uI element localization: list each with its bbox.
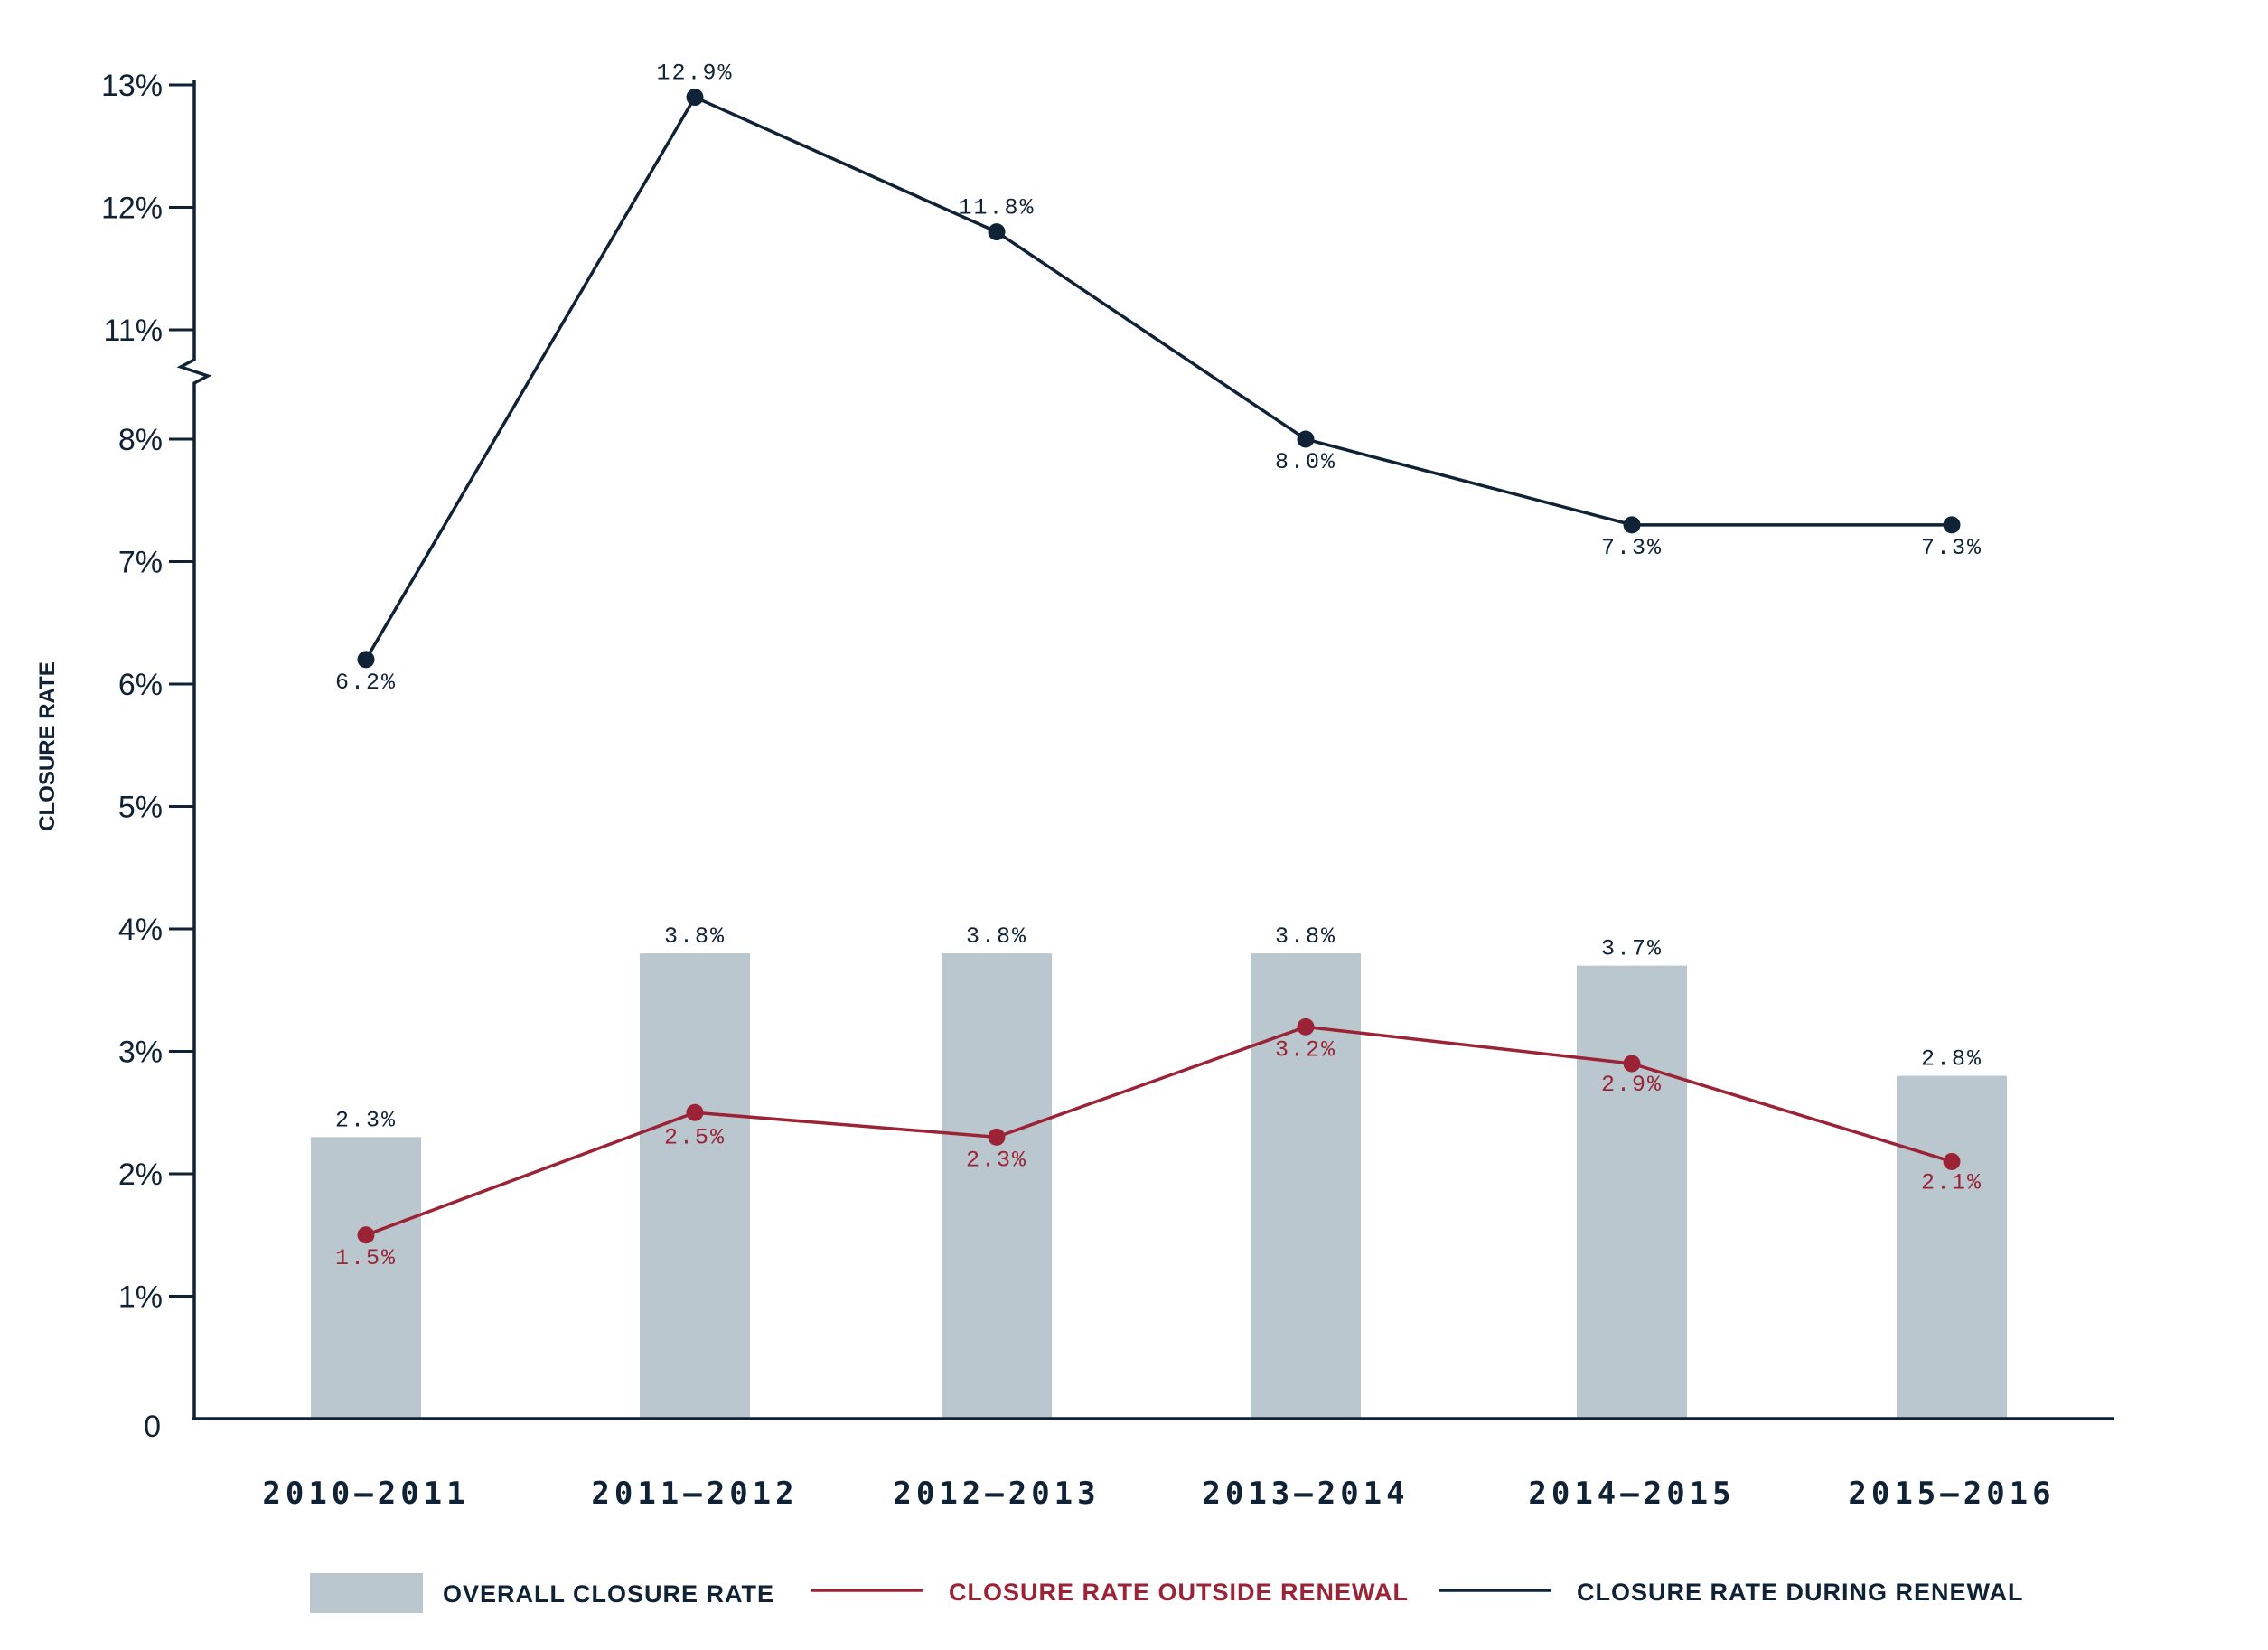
axes-layer: 0 1% 2% 3% 4% 5% 6% 7% 8% 11% 12% 13% (101, 69, 2114, 1444)
during-renewal-point (357, 651, 375, 669)
y-axis-title: CLOSURE RATE (35, 661, 60, 831)
y-tick-label: 1% (118, 1280, 163, 1315)
labels-layer: 2010–2011 2011–2012 2012–2013 2013–2014 2014… (262, 61, 2055, 1512)
legend-swatch-overall (310, 1573, 423, 1613)
during-renewal-point (1623, 516, 1641, 534)
outside-renewal-data-label: 2.9% (1601, 1072, 1663, 1098)
outside-renewal-data-label: 2.1% (1921, 1169, 1982, 1195)
during-renewal-data-label: 7.3% (1601, 535, 1663, 561)
outside-renewal-point (988, 1128, 1006, 1146)
legend-label-during-renewal: CLOSURE RATE DURING RENEWAL (1577, 1579, 2024, 1606)
y-tick-label: 3% (118, 1036, 163, 1070)
y-tick-label: 5% (118, 791, 163, 825)
y-tick-label: 2% (118, 1158, 163, 1192)
outside-renewal-data-label: 2.5% (664, 1124, 726, 1150)
bar (311, 1137, 421, 1419)
during-renewal-data-label: 6.2% (335, 670, 397, 696)
y-tick-label: 11% (103, 314, 163, 348)
y-tick-label: 7% (118, 546, 163, 580)
outside-renewal-point (1623, 1055, 1641, 1073)
during-renewal-point (1297, 430, 1315, 448)
legend-label-overall: OVERALL CLOSURE RATE (443, 1580, 774, 1608)
y-tick-label: 4% (118, 913, 163, 947)
bar (640, 953, 750, 1419)
outside-renewal-point (1297, 1017, 1315, 1036)
bars-layer (311, 953, 2007, 1419)
bar (942, 953, 1052, 1419)
during-renewal-point (988, 223, 1006, 241)
during-renewal-data-label: 11.8% (958, 195, 1035, 221)
legend: OVERALL CLOSURE RATE CLOSURE RATE OUTSIDE… (310, 1573, 2024, 1613)
bar-data-label: 3.8% (1275, 923, 1336, 950)
x-category-label: 2010–2011 (262, 1476, 469, 1512)
outside-renewal-point (1943, 1152, 1961, 1170)
x-category-label: 2015–2016 (1848, 1476, 2055, 1512)
during-renewal-data-label: 8.0% (1275, 449, 1336, 475)
x-category-label: 2013–2014 (1202, 1476, 1409, 1512)
outside-renewal-data-label: 1.5% (335, 1245, 397, 1271)
bar-data-label: 3.8% (664, 923, 726, 950)
x-category-label: 2011–2012 (591, 1476, 798, 1512)
x-category-label: 2014–2015 (1528, 1476, 1735, 1512)
during-renewal-line (364, 95, 1952, 661)
y-tick-label: 12% (101, 192, 163, 226)
lines-layer (357, 89, 1961, 1244)
outside-renewal-data-label: 2.3% (966, 1147, 1027, 1173)
bar-data-label: 2.8% (1921, 1046, 1982, 1073)
outside-renewal-data-label: 3.2% (1275, 1036, 1336, 1063)
bar-data-label: 2.3% (335, 1107, 397, 1133)
outside-renewal-line (365, 1025, 1953, 1237)
outside-renewal-point (686, 1103, 704, 1121)
outside-renewal-point (357, 1226, 375, 1244)
during-renewal-point (686, 89, 704, 107)
during-renewal-data-label: 7.3% (1921, 535, 1982, 561)
y-tick-label: 6% (118, 668, 163, 702)
y-tick-label: 8% (118, 423, 163, 457)
bar-data-label: 3.8% (966, 923, 1027, 950)
bar (1577, 965, 1687, 1419)
y-tick-label: 13% (101, 69, 163, 103)
x-category-label: 2012–2013 (893, 1476, 1100, 1512)
bar-data-label: 3.7% (1601, 936, 1663, 962)
bar (1897, 1075, 2007, 1419)
legend-label-outside-renewal: CLOSURE RATE OUTSIDE RENEWAL (949, 1579, 1409, 1606)
y-axis-line (176, 80, 212, 1419)
y-tick-label: 0 (144, 1410, 161, 1444)
during-renewal-point (1943, 516, 1961, 534)
during-renewal-data-label: 12.9% (656, 61, 733, 87)
